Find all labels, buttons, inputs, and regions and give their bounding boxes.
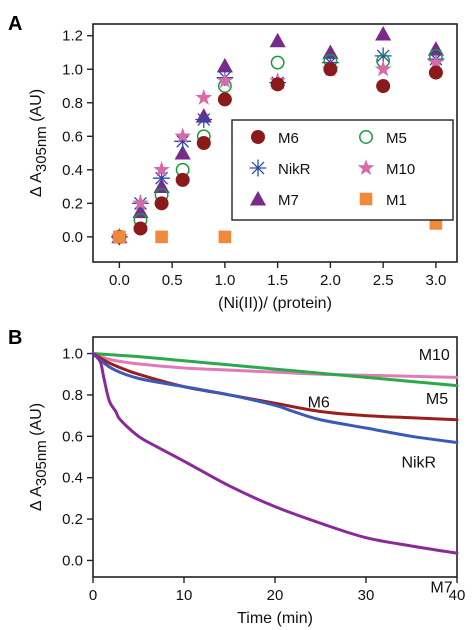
data-point-m6 (323, 62, 338, 77)
data-point-m6 (428, 65, 443, 80)
data-point-m7 (375, 26, 392, 41)
x-tick-label: 0 (89, 587, 97, 604)
data-point-m7 (269, 32, 286, 48)
y-axis-label: Δ A305nm (AU) (28, 403, 50, 511)
panel-letter-a: A (8, 13, 22, 35)
data-point-nikr (195, 111, 213, 128)
data-point-m1 (155, 230, 168, 244)
x-tick-label: 40 (449, 587, 466, 604)
x-axis-label: Time (min) (237, 610, 313, 627)
data-point-m10 (174, 127, 191, 144)
y-tick-label: 0.4 (62, 470, 83, 487)
y-tick-label: 1.2 (62, 28, 83, 45)
data-point-m10 (132, 194, 149, 211)
legend-label-m5: M5 (386, 130, 407, 147)
data-point-m10 (427, 53, 445, 70)
y-tick-label: 0.0 (62, 229, 83, 246)
legend-marker-m7 (249, 190, 267, 206)
series-line-nikr (91, 352, 459, 445)
x-tick-label: 0.0 (109, 272, 130, 289)
legend-marker-m5 (359, 130, 373, 144)
plot-frame (92, 23, 458, 263)
y-tick-label: 0.4 (62, 162, 83, 179)
data-point-m10 (195, 89, 213, 105)
data-point-m10 (153, 161, 170, 177)
legend-marker-m1 (359, 192, 373, 206)
chart-panel-b: 0 10 20 30 40 0.0 0.2 0.4 0.6 0.8 1.0 Time (min) Δ A… (28, 336, 466, 627)
x-tick-label: 30 (358, 587, 375, 604)
y-axis-label-sub: 305nm (33, 126, 50, 172)
series-label-nikr: NikR (401, 454, 436, 471)
series-label-m6: M6 (308, 394, 330, 411)
legend: M6 NikR M7 M5 M10 M1 (231, 119, 454, 221)
legend-marker-m6 (251, 130, 265, 144)
legend-marker-nikr (249, 159, 267, 177)
legend-label-m7: M7 (278, 192, 299, 209)
x-tick-label: 3.0 (425, 272, 446, 289)
data-point-m1 (113, 230, 126, 244)
data-point-m1 (218, 230, 232, 244)
x-tick-label: 0.5 (162, 272, 183, 289)
x-tick-label: 20 (267, 587, 284, 604)
x-tick-label: 2.5 (373, 272, 394, 289)
data-point-m6 (154, 196, 169, 211)
series-line-m5 (91, 352, 459, 388)
y-axis-label-main: Δ A (28, 486, 45, 511)
data-point-m7 (174, 145, 191, 160)
data-point-m6 (133, 221, 148, 236)
chart-panel-a: 0.0 0.5 1.0 1.5 2.0 2.5 3.0 0.0 0.2 0.4 0.6 0.8 1.0 1… (28, 23, 458, 312)
y-axis-label-sub: 305nm (33, 440, 50, 486)
y-axis-label-unit: (AU) (28, 403, 45, 440)
data-point-m7 (216, 57, 233, 73)
x-tick-label: 10 (176, 587, 193, 604)
legend-label-m6: M6 (278, 130, 299, 147)
y-tick-label: 1.0 (62, 61, 83, 78)
data-point-m6 (270, 77, 285, 92)
y-tick-label: 0.6 (62, 128, 83, 145)
y-tick-label: 0.6 (62, 428, 83, 445)
x-axis-label: (Ni(II))/ (protein) (218, 295, 332, 312)
legend-label-m10: M10 (386, 161, 415, 178)
x-tick-label: 2.0 (320, 272, 341, 289)
data-point-m5 (270, 55, 285, 70)
y-tick-label: 0.8 (62, 387, 83, 404)
y-axis-label: Δ A305nm (AU) (28, 89, 50, 197)
data-point-m10 (374, 60, 392, 77)
y-axis-label-main: Δ A (28, 172, 45, 197)
series-line-m7 (91, 352, 459, 555)
series-label-m7: M7 (430, 580, 452, 597)
y-tick-label: 0.2 (62, 195, 83, 212)
panel-letter-b: B (8, 327, 22, 349)
x-tick-label: 1.5 (267, 272, 288, 289)
legend-label-nikr: NikR (278, 161, 311, 178)
y-tick-label: 1.0 (62, 346, 83, 363)
data-point-m10 (216, 72, 234, 89)
data-point-m6 (175, 172, 190, 187)
x-tick-label: 1.0 (214, 272, 235, 289)
series-label-m5: M5 (426, 391, 448, 408)
y-tick-label: 0.2 (62, 511, 83, 528)
data-point-m6 (217, 92, 232, 107)
legend-marker-m10 (357, 159, 375, 176)
y-tick-label: 0.0 (62, 552, 83, 569)
data-point-m6 (376, 79, 391, 94)
y-tick-label: 0.8 (62, 95, 83, 112)
data-point-m6 (196, 136, 211, 150)
y-axis-label-unit: (AU) (28, 89, 45, 126)
legend-box (231, 119, 454, 221)
series-line-m10 (91, 352, 459, 379)
legend-label-m1: M1 (386, 192, 407, 209)
series-label-m10: M10 (419, 347, 450, 364)
